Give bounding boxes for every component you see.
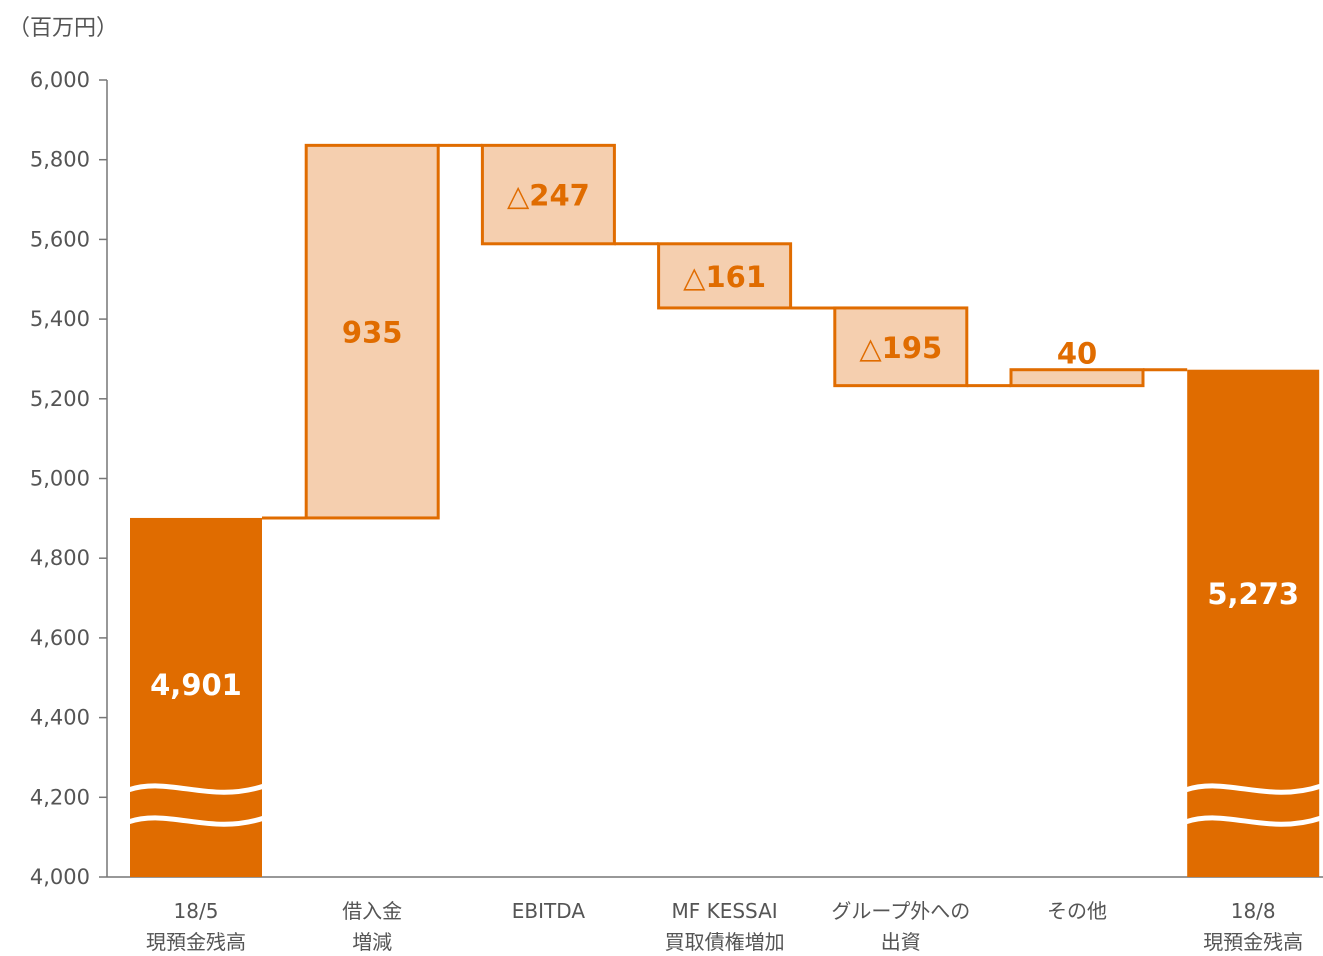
y-tick-label: 4,000 [30,865,90,889]
axis-break-mark [1184,815,1322,827]
y-tick-label: 4,200 [30,785,90,809]
data-label: △195 [859,331,942,365]
axis-break-mark [1184,783,1322,795]
y-tick-label: 6,000 [30,68,90,92]
y-tick-label: 4,400 [30,706,90,730]
axis-break-marks [127,783,1322,827]
y-axis: 6,000 5,800 5,600 5,400 5,200 5,000 4,800 4,600… [30,68,1323,889]
x-category-label: その他 [1047,899,1107,923]
axis-break-mark [127,783,265,795]
data-label: 4,901 [150,668,242,702]
y-tick-label: 5,400 [30,307,90,331]
x-category-label: 借入金 [342,899,402,923]
data-label: △247 [507,179,590,213]
data-label: 40 [1057,337,1097,371]
connector-lines [262,143,1188,520]
total-bar [1187,369,1320,877]
y-tick-label: 5,000 [30,467,90,491]
x-category-label: 18/5 [174,899,219,923]
increase-bar [1009,368,1145,388]
data-label: △161 [683,260,766,294]
bars [130,143,1320,877]
y-tick-label: 5,600 [30,227,90,251]
unit-label: （百万円） [8,16,119,41]
axis-break-mark [127,815,265,827]
decrease-bar [657,242,793,310]
y-tick-label: 5,200 [30,387,90,411]
x-category-label: 現預金残高 [146,930,246,954]
decrease-bar [833,306,969,388]
x-category-label: EBITDA [512,899,586,923]
x-category-label: 買取債権増加 [665,930,785,954]
y-tick-label: 5,800 [30,148,90,172]
data-label: 935 [342,316,403,350]
x-category-label: 現預金残高 [1203,930,1303,954]
decrease-bar [480,143,616,246]
data-label: 5,273 [1207,577,1299,611]
x-category-label: 増減 [352,930,392,954]
y-tick-label: 4,800 [30,546,90,570]
x-category-label: MF KESSAI [671,899,777,923]
x-category-label: グループ外への [831,899,970,923]
data-labels: 4,901 935 △247 △161 △195 40 5,273 [150,179,1299,702]
increase-bar [304,143,440,520]
y-tick-label: 4,600 [30,626,90,650]
x-category-label: 出資 [881,930,921,954]
x-category-label: 18/8 [1231,899,1276,923]
